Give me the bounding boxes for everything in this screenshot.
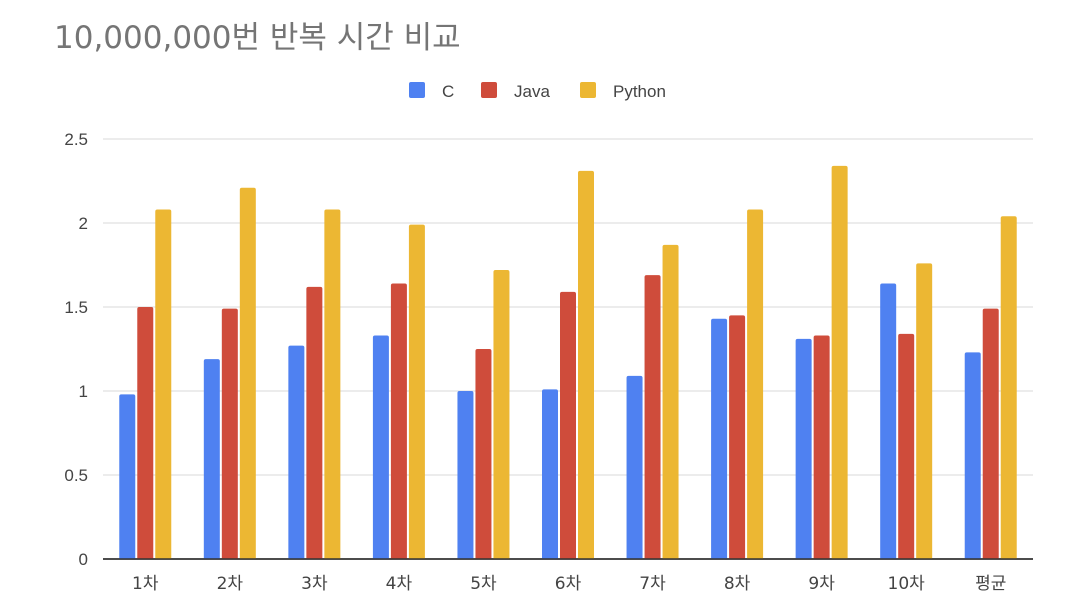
x-tick-label: 1차 <box>132 574 159 594</box>
bar-python-8 <box>747 209 764 559</box>
bar-python-7 <box>662 244 679 559</box>
legend-swatch-c <box>409 82 425 98</box>
x-tick-label: 10차 <box>888 574 926 594</box>
bar-c-10 <box>880 283 897 559</box>
bar-c-7 <box>626 375 643 559</box>
y-tick-label: 2.5 <box>64 130 88 149</box>
bar-c-4 <box>372 335 389 559</box>
bar-python-3 <box>324 209 341 559</box>
x-tick-label: 5차 <box>470 574 497 594</box>
bar-c-2 <box>203 359 220 559</box>
bar-java-9 <box>813 335 830 559</box>
x-tick-label: 2차 <box>217 574 244 594</box>
bar-java-3 <box>306 286 323 559</box>
x-tick-label: 3차 <box>301 574 328 594</box>
bar-python-10 <box>916 263 933 559</box>
y-tick-label: 0 <box>79 550 88 569</box>
bar-java-11 <box>982 308 999 559</box>
bar-java-2 <box>221 308 238 559</box>
bar-java-6 <box>560 291 576 559</box>
bar-java-1 <box>137 307 154 559</box>
y-tick-label: 2 <box>79 214 88 233</box>
legend-swatch-java <box>481 82 497 98</box>
legend-label-python: Python <box>613 82 666 101</box>
y-tick-label: 0.5 <box>64 466 88 485</box>
bar-java-5 <box>475 349 492 559</box>
bar-python-6 <box>578 170 594 560</box>
bar-java-7 <box>644 275 661 559</box>
legend-label-c: C <box>442 82 454 101</box>
bar-python-2 <box>239 187 256 559</box>
x-tick-label: 6차 <box>555 574 582 594</box>
legend-swatch-python <box>580 82 596 98</box>
x-tick-label: 9차 <box>808 574 835 594</box>
bar-c-3 <box>288 345 305 559</box>
bar-java-8 <box>729 315 746 559</box>
x-tick-label: 7차 <box>639 574 666 594</box>
bar-python-1 <box>155 209 172 559</box>
bar-python-11 <box>1000 216 1017 559</box>
bar-python-9 <box>831 165 848 559</box>
bar-c-11 <box>964 352 981 559</box>
x-tick-label: 8차 <box>724 574 751 594</box>
bar-c-6 <box>542 389 558 559</box>
y-tick-label: 1.5 <box>64 298 88 317</box>
y-tick-label: 1 <box>79 382 88 401</box>
bar-c-9 <box>795 338 812 559</box>
x-tick-label: 4차 <box>386 574 413 594</box>
bar-java-4 <box>390 283 407 559</box>
bar-c-5 <box>457 391 474 559</box>
bar-python-5 <box>493 270 510 559</box>
legend-label-java: Java <box>514 82 550 101</box>
bar-c-8 <box>711 318 728 559</box>
bar-c-1 <box>119 394 136 559</box>
bar-python-4 <box>408 224 425 559</box>
x-tick-label: 평균 <box>975 574 1006 594</box>
bar-java-10 <box>898 333 915 559</box>
chart-title: 10,000,000번 반복 시간 비교 <box>54 20 461 56</box>
